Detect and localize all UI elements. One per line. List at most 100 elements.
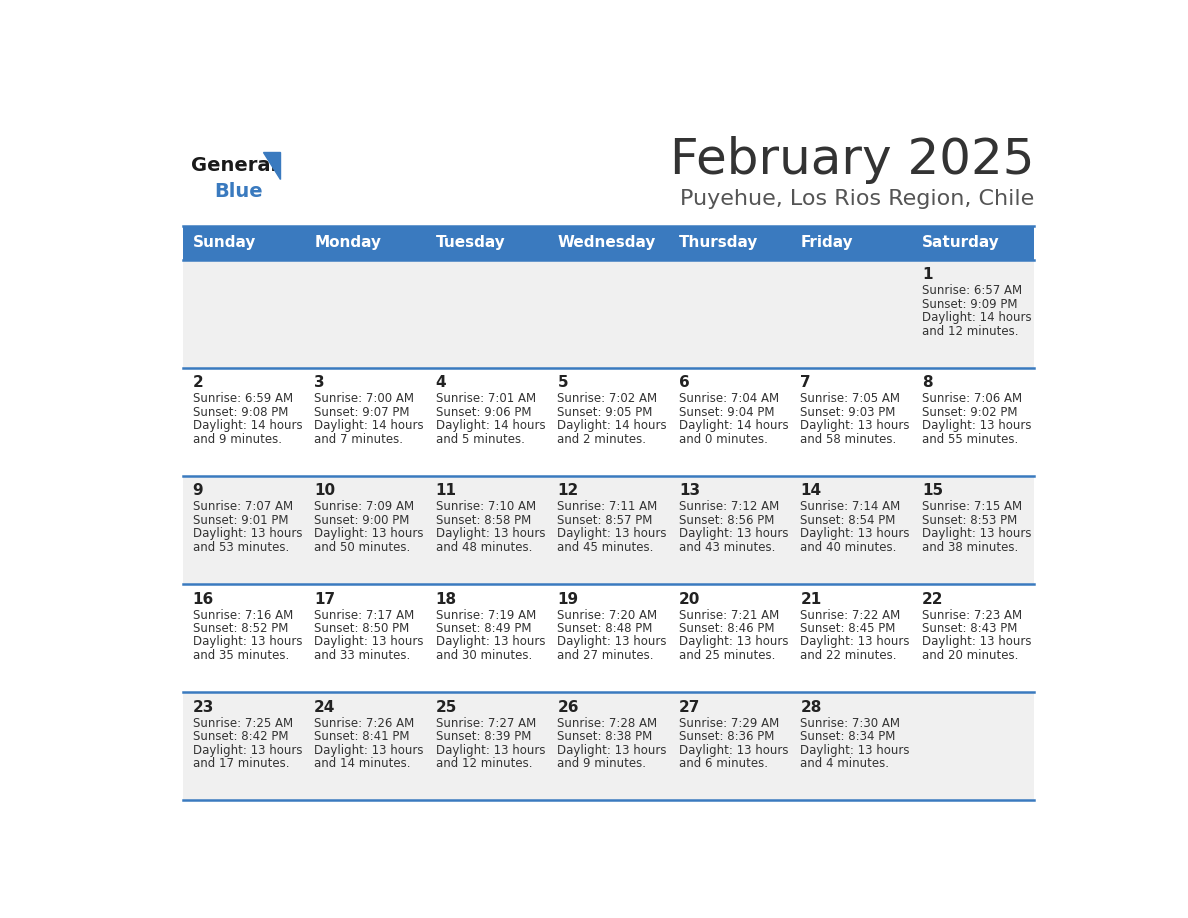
- Text: Daylight: 13 hours: Daylight: 13 hours: [678, 744, 789, 756]
- Text: and 22 minutes.: and 22 minutes.: [801, 649, 897, 662]
- Text: Daylight: 14 hours: Daylight: 14 hours: [922, 311, 1031, 324]
- Text: Tuesday: Tuesday: [436, 235, 506, 250]
- Text: Daylight: 13 hours: Daylight: 13 hours: [801, 744, 910, 756]
- FancyBboxPatch shape: [183, 367, 1035, 476]
- Text: Sunrise: 7:00 AM: Sunrise: 7:00 AM: [315, 392, 415, 405]
- Polygon shape: [264, 151, 280, 179]
- Text: Sunrise: 7:01 AM: Sunrise: 7:01 AM: [436, 392, 536, 405]
- Text: 18: 18: [436, 591, 457, 607]
- Text: Daylight: 13 hours: Daylight: 13 hours: [315, 744, 424, 756]
- Text: Sunset: 9:07 PM: Sunset: 9:07 PM: [315, 406, 410, 419]
- Text: Puyehue, Los Rios Region, Chile: Puyehue, Los Rios Region, Chile: [680, 189, 1035, 208]
- Text: Sunset: 8:54 PM: Sunset: 8:54 PM: [801, 514, 896, 527]
- Text: Daylight: 14 hours: Daylight: 14 hours: [678, 420, 789, 432]
- Text: Daylight: 13 hours: Daylight: 13 hours: [801, 527, 910, 541]
- Text: Sunrise: 7:28 AM: Sunrise: 7:28 AM: [557, 717, 657, 730]
- Text: Daylight: 14 hours: Daylight: 14 hours: [436, 420, 545, 432]
- Text: and 12 minutes.: and 12 minutes.: [922, 325, 1018, 338]
- Text: Sunset: 8:41 PM: Sunset: 8:41 PM: [315, 730, 410, 743]
- Text: and 20 minutes.: and 20 minutes.: [922, 649, 1018, 662]
- Text: 27: 27: [678, 700, 700, 715]
- Text: Sunrise: 7:06 AM: Sunrise: 7:06 AM: [922, 392, 1022, 405]
- Text: Sunrise: 7:26 AM: Sunrise: 7:26 AM: [315, 717, 415, 730]
- Text: Sunrise: 7:17 AM: Sunrise: 7:17 AM: [315, 609, 415, 621]
- Text: Saturday: Saturday: [922, 235, 1000, 250]
- Text: Sunset: 8:36 PM: Sunset: 8:36 PM: [678, 730, 775, 743]
- Text: Daylight: 13 hours: Daylight: 13 hours: [678, 635, 789, 648]
- Text: Daylight: 13 hours: Daylight: 13 hours: [922, 635, 1031, 648]
- Text: 8: 8: [922, 375, 933, 390]
- Text: Daylight: 13 hours: Daylight: 13 hours: [922, 527, 1031, 541]
- Text: and 5 minutes.: and 5 minutes.: [436, 432, 525, 446]
- Text: and 17 minutes.: and 17 minutes.: [192, 757, 289, 770]
- Text: Sunrise: 7:15 AM: Sunrise: 7:15 AM: [922, 500, 1022, 513]
- Text: Sunrise: 7:14 AM: Sunrise: 7:14 AM: [801, 500, 901, 513]
- Text: Sunset: 8:56 PM: Sunset: 8:56 PM: [678, 514, 775, 527]
- Text: Sunset: 9:02 PM: Sunset: 9:02 PM: [922, 406, 1018, 419]
- Text: Sunrise: 7:04 AM: Sunrise: 7:04 AM: [678, 392, 779, 405]
- Text: Sunrise: 7:09 AM: Sunrise: 7:09 AM: [315, 500, 415, 513]
- Text: Sunset: 9:05 PM: Sunset: 9:05 PM: [557, 406, 652, 419]
- Text: Daylight: 14 hours: Daylight: 14 hours: [557, 420, 666, 432]
- Text: 1: 1: [922, 267, 933, 282]
- Text: Sunrise: 7:12 AM: Sunrise: 7:12 AM: [678, 500, 779, 513]
- Text: 14: 14: [801, 484, 822, 498]
- Text: Sunset: 8:57 PM: Sunset: 8:57 PM: [557, 514, 652, 527]
- Text: Sunset: 8:53 PM: Sunset: 8:53 PM: [922, 514, 1017, 527]
- Text: and 55 minutes.: and 55 minutes.: [922, 432, 1018, 446]
- Text: Sunset: 9:01 PM: Sunset: 9:01 PM: [192, 514, 289, 527]
- Text: Sunset: 8:48 PM: Sunset: 8:48 PM: [557, 622, 652, 635]
- Text: Daylight: 13 hours: Daylight: 13 hours: [557, 635, 666, 648]
- Text: Daylight: 13 hours: Daylight: 13 hours: [315, 527, 424, 541]
- FancyBboxPatch shape: [183, 476, 1035, 584]
- Text: 5: 5: [557, 375, 568, 390]
- Text: Daylight: 14 hours: Daylight: 14 hours: [192, 420, 302, 432]
- Text: Sunrise: 7:05 AM: Sunrise: 7:05 AM: [801, 392, 901, 405]
- Text: and 14 minutes.: and 14 minutes.: [315, 757, 411, 770]
- Text: and 9 minutes.: and 9 minutes.: [192, 432, 282, 446]
- Text: Daylight: 13 hours: Daylight: 13 hours: [922, 420, 1031, 432]
- Text: Sunrise: 7:19 AM: Sunrise: 7:19 AM: [436, 609, 536, 621]
- Text: Daylight: 13 hours: Daylight: 13 hours: [678, 527, 789, 541]
- Text: Daylight: 13 hours: Daylight: 13 hours: [192, 527, 302, 541]
- Text: General: General: [191, 156, 277, 175]
- Text: and 45 minutes.: and 45 minutes.: [557, 541, 653, 554]
- Text: 26: 26: [557, 700, 579, 715]
- Text: Daylight: 13 hours: Daylight: 13 hours: [192, 635, 302, 648]
- Text: and 53 minutes.: and 53 minutes.: [192, 541, 289, 554]
- Text: Sunset: 9:09 PM: Sunset: 9:09 PM: [922, 297, 1018, 310]
- Text: Sunrise: 7:07 AM: Sunrise: 7:07 AM: [192, 500, 292, 513]
- Text: 2: 2: [192, 375, 203, 390]
- Text: and 25 minutes.: and 25 minutes.: [678, 649, 776, 662]
- Text: and 58 minutes.: and 58 minutes.: [801, 432, 897, 446]
- Text: Sunset: 8:58 PM: Sunset: 8:58 PM: [436, 514, 531, 527]
- Text: Sunset: 9:03 PM: Sunset: 9:03 PM: [801, 406, 896, 419]
- Text: and 2 minutes.: and 2 minutes.: [557, 432, 646, 446]
- Text: Thursday: Thursday: [678, 235, 758, 250]
- Text: and 27 minutes.: and 27 minutes.: [557, 649, 653, 662]
- Text: Sunrise: 6:59 AM: Sunrise: 6:59 AM: [192, 392, 292, 405]
- Text: Monday: Monday: [315, 235, 381, 250]
- Text: and 38 minutes.: and 38 minutes.: [922, 541, 1018, 554]
- FancyBboxPatch shape: [183, 260, 1035, 367]
- Text: Sunrise: 7:20 AM: Sunrise: 7:20 AM: [557, 609, 657, 621]
- Text: Wednesday: Wednesday: [557, 235, 656, 250]
- Text: 20: 20: [678, 591, 700, 607]
- Text: 6: 6: [678, 375, 690, 390]
- Text: Sunrise: 7:21 AM: Sunrise: 7:21 AM: [678, 609, 779, 621]
- Text: 19: 19: [557, 591, 579, 607]
- Text: Sunset: 8:49 PM: Sunset: 8:49 PM: [436, 622, 531, 635]
- Text: and 48 minutes.: and 48 minutes.: [436, 541, 532, 554]
- Text: Sunset: 8:42 PM: Sunset: 8:42 PM: [192, 730, 289, 743]
- Text: 16: 16: [192, 591, 214, 607]
- Text: Sunrise: 7:02 AM: Sunrise: 7:02 AM: [557, 392, 657, 405]
- Text: Sunset: 8:39 PM: Sunset: 8:39 PM: [436, 730, 531, 743]
- Text: Daylight: 13 hours: Daylight: 13 hours: [801, 420, 910, 432]
- Text: Sunrise: 7:22 AM: Sunrise: 7:22 AM: [801, 609, 901, 621]
- Text: Daylight: 13 hours: Daylight: 13 hours: [315, 635, 424, 648]
- FancyBboxPatch shape: [183, 692, 1035, 800]
- Text: February 2025: February 2025: [670, 136, 1035, 185]
- Text: Daylight: 14 hours: Daylight: 14 hours: [315, 420, 424, 432]
- Text: Sunrise: 6:57 AM: Sunrise: 6:57 AM: [922, 285, 1022, 297]
- Text: 3: 3: [315, 375, 324, 390]
